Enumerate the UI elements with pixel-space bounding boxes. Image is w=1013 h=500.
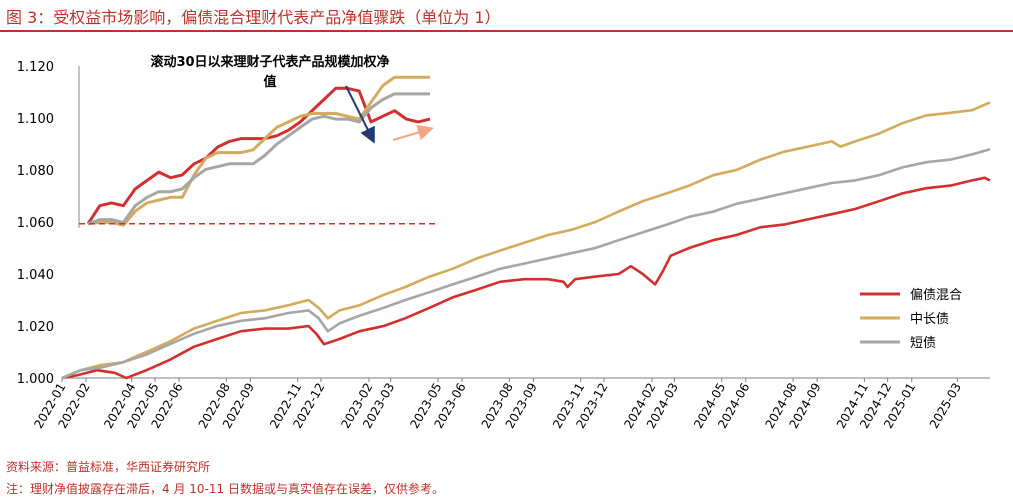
inset-series-lines [86, 75, 431, 227]
y-tick-label: 1.020 [17, 320, 54, 335]
inset-title-line-1: 滚动30日以来理财子代表产品规模加权净 [150, 54, 389, 70]
legend-label-1: 中长债 [910, 312, 949, 327]
inset-series-line-2 [87, 92, 430, 226]
y-tick-label: 1.060 [17, 216, 54, 231]
main-series-lines [61, 101, 991, 380]
series-line-0 [61, 176, 991, 380]
figure-title: 图 3：受权益市场影响，偏债混合理财代表产品净值骤跌（单位为 1） [6, 8, 501, 27]
main-chart: 1.000 1.020 1.040 1.060 1.080 1.100 1.120 2022… [17, 60, 991, 431]
title-divider [0, 30, 1013, 32]
y-tick-label: 1.040 [17, 268, 54, 283]
decline-arrow-dark [345, 85, 375, 144]
nav-chart: 1.000 1.020 1.040 1.060 1.080 1.100 1.120 2022… [17, 54, 991, 431]
inset-title-line-2: 值 [263, 74, 276, 90]
inset-series-line-0 [86, 86, 431, 225]
inset-series-line-1 [87, 75, 430, 227]
y-tick-label: 1.120 [17, 60, 54, 75]
rebound-arrow-light [392, 124, 434, 141]
series-line-1 [61, 101, 991, 380]
x-tick-label: 2025-03 [927, 381, 964, 431]
y-tick-label: 1.100 [17, 112, 54, 127]
y-tick-label: 1.000 [17, 372, 54, 387]
legend-label-2: 短债 [910, 336, 936, 351]
source-note: 资料来源：普益标准，华西证券研究所 [6, 460, 211, 474]
series-line-2 [61, 147, 991, 380]
inset-arrows [345, 85, 434, 144]
legend-label-0: 偏债混合 [910, 288, 962, 303]
disclaimer-note: 注：理财净值披露存在滞后，4 月 10-11 日数据或与真实值存在误差，仅供参考… [6, 482, 444, 496]
y-axis: 1.000 1.020 1.040 1.060 1.080 1.100 1.120 [17, 60, 54, 387]
y-tick-label: 1.080 [17, 164, 54, 179]
